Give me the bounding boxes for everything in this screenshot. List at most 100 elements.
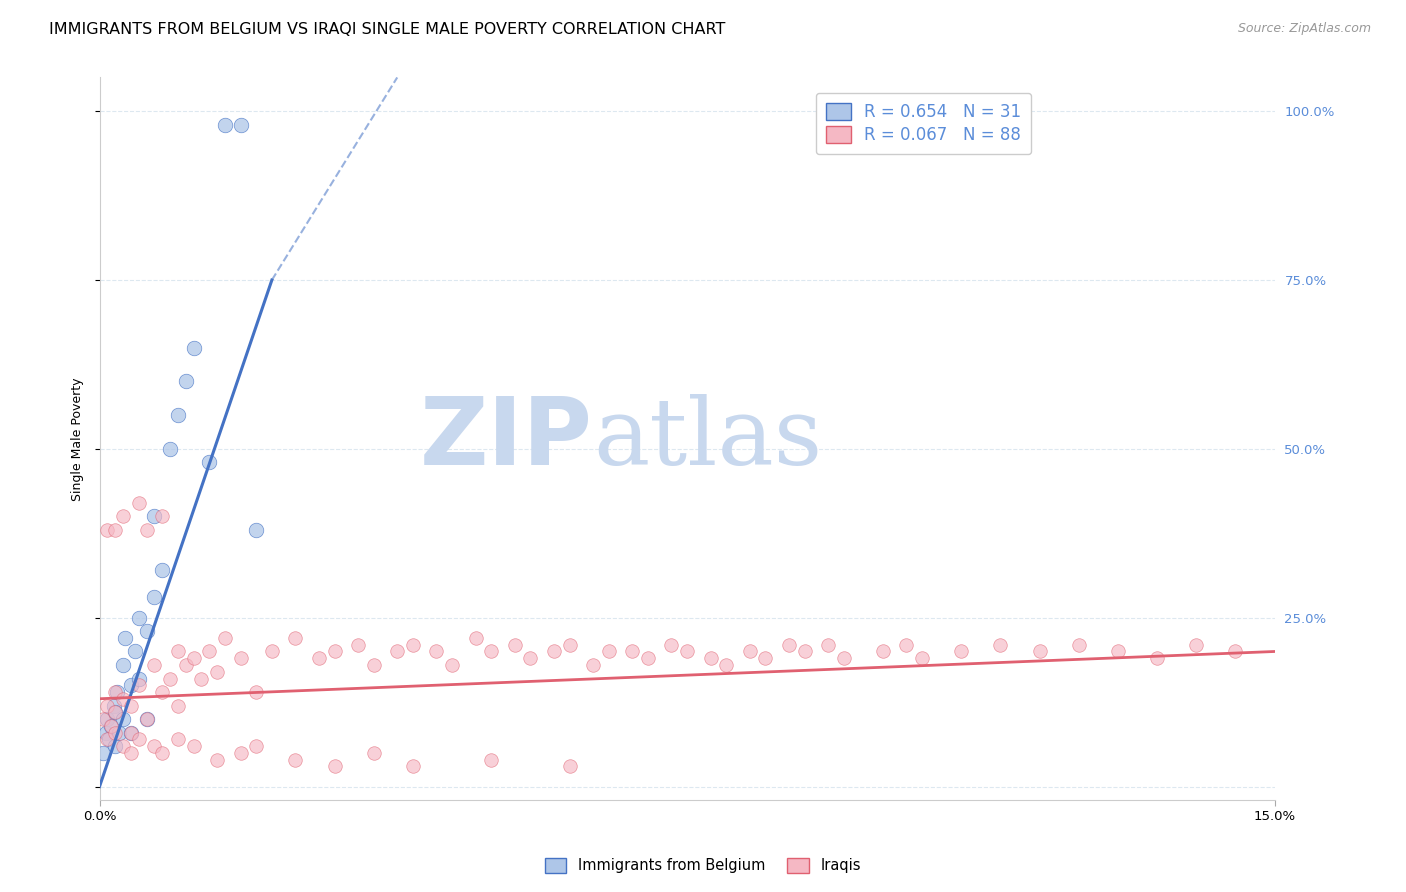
Point	[120, 678, 142, 692]
Point	[543, 644, 565, 658]
Point	[96, 712, 118, 726]
Point	[103, 698, 125, 713]
Point	[120, 725, 142, 739]
Point	[167, 644, 190, 658]
Point	[637, 651, 659, 665]
Point	[143, 509, 166, 524]
Point	[911, 651, 934, 665]
Point	[205, 753, 228, 767]
Point	[120, 698, 142, 713]
Point	[1067, 638, 1090, 652]
Point	[676, 644, 699, 658]
Point	[1107, 644, 1129, 658]
Point	[990, 638, 1012, 652]
Point	[402, 759, 425, 773]
Point	[111, 658, 134, 673]
Point	[793, 644, 815, 658]
Point	[479, 753, 502, 767]
Point	[111, 712, 134, 726]
Point	[100, 719, 122, 733]
Point	[150, 685, 173, 699]
Point	[143, 739, 166, 753]
Point	[96, 732, 118, 747]
Point	[111, 739, 134, 753]
Point	[1028, 644, 1050, 658]
Point	[950, 644, 973, 658]
Point	[284, 753, 307, 767]
Point	[229, 118, 252, 132]
Point	[108, 725, 131, 739]
Point	[128, 672, 150, 686]
Point	[621, 644, 644, 658]
Point	[323, 644, 346, 658]
Point	[1185, 638, 1208, 652]
Point	[1146, 651, 1168, 665]
Point	[174, 375, 197, 389]
Point	[167, 732, 190, 747]
Point	[260, 644, 283, 658]
Point	[150, 564, 173, 578]
Point	[425, 644, 447, 658]
Point	[284, 631, 307, 645]
Point	[558, 638, 581, 652]
Legend: R = 0.654   N = 31, R = 0.067   N = 88: R = 0.654 N = 31, R = 0.067 N = 88	[815, 93, 1031, 154]
Point	[96, 523, 118, 537]
Point	[159, 672, 181, 686]
Point	[699, 651, 721, 665]
Point	[214, 631, 236, 645]
Point	[582, 658, 605, 673]
Point	[120, 725, 142, 739]
Point	[558, 759, 581, 773]
Point	[363, 746, 385, 760]
Legend: Immigrants from Belgium, Iraqis: Immigrants from Belgium, Iraqis	[537, 850, 869, 880]
Point	[832, 651, 855, 665]
Point	[716, 658, 738, 673]
Point	[128, 678, 150, 692]
Point	[738, 644, 761, 658]
Point	[347, 638, 370, 652]
Point	[143, 591, 166, 605]
Point	[104, 523, 127, 537]
Point	[245, 685, 267, 699]
Point	[1225, 644, 1247, 658]
Point	[323, 759, 346, 773]
Point	[135, 624, 157, 639]
Point	[872, 644, 894, 658]
Point	[441, 658, 464, 673]
Point	[128, 732, 150, 747]
Point	[150, 509, 173, 524]
Point	[503, 638, 526, 652]
Point	[93, 746, 115, 760]
Point	[104, 685, 127, 699]
Point	[174, 658, 197, 673]
Point	[104, 725, 127, 739]
Point	[896, 638, 918, 652]
Text: atlas: atlas	[593, 393, 823, 483]
Point	[190, 672, 212, 686]
Point	[128, 496, 150, 510]
Point	[214, 118, 236, 132]
Point	[198, 455, 221, 469]
Point	[105, 685, 128, 699]
Point	[97, 732, 120, 747]
Point	[104, 706, 127, 720]
Point	[93, 712, 115, 726]
Point	[183, 739, 205, 753]
Point	[519, 651, 541, 665]
Point	[308, 651, 330, 665]
Point	[167, 698, 190, 713]
Point	[598, 644, 620, 658]
Point	[104, 739, 127, 753]
Point	[104, 706, 127, 720]
Point	[363, 658, 385, 673]
Point	[96, 698, 118, 713]
Point	[111, 691, 134, 706]
Y-axis label: Single Male Poverty: Single Male Poverty	[72, 377, 84, 500]
Point	[198, 644, 221, 658]
Point	[159, 442, 181, 456]
Point	[120, 746, 142, 760]
Point	[135, 712, 157, 726]
Point	[135, 523, 157, 537]
Point	[245, 739, 267, 753]
Point	[100, 719, 122, 733]
